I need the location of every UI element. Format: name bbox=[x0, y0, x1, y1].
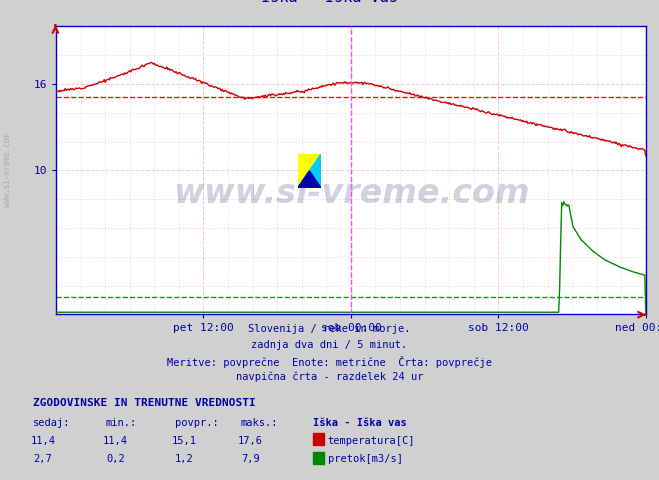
Text: ZGODOVINSKE IN TRENUTNE VREDNOSTI: ZGODOVINSKE IN TRENUTNE VREDNOSTI bbox=[33, 397, 256, 408]
Text: sedaj:: sedaj: bbox=[33, 418, 71, 428]
Text: pretok[m3/s]: pretok[m3/s] bbox=[328, 454, 403, 464]
Text: temperatura[C]: temperatura[C] bbox=[328, 436, 415, 446]
Text: min.:: min.: bbox=[105, 418, 136, 428]
Polygon shape bbox=[298, 154, 321, 188]
Text: zadnja dva dni / 5 minut.: zadnja dva dni / 5 minut. bbox=[251, 340, 408, 350]
Text: Iška - Iška vas: Iška - Iška vas bbox=[313, 418, 407, 428]
Polygon shape bbox=[298, 171, 321, 188]
Text: Slovenija / reke in morje.: Slovenija / reke in morje. bbox=[248, 324, 411, 334]
Text: Meritve: povprečne  Enote: metrične  Črta: povprečje: Meritve: povprečne Enote: metrične Črta:… bbox=[167, 356, 492, 368]
Text: 2,7: 2,7 bbox=[34, 454, 52, 464]
Text: navpična črta - razdelek 24 ur: navpična črta - razdelek 24 ur bbox=[236, 372, 423, 382]
Text: Iška - Iška vas: Iška - Iška vas bbox=[261, 0, 398, 5]
Text: 1,2: 1,2 bbox=[175, 454, 194, 464]
Text: 0,2: 0,2 bbox=[106, 454, 125, 464]
Text: www.si-vreme.com: www.si-vreme.com bbox=[3, 133, 13, 207]
Text: 11,4: 11,4 bbox=[30, 436, 55, 446]
Text: 15,1: 15,1 bbox=[172, 436, 197, 446]
Polygon shape bbox=[298, 154, 321, 188]
Text: www.si-vreme.com: www.si-vreme.com bbox=[173, 177, 529, 210]
Text: 11,4: 11,4 bbox=[103, 436, 128, 446]
Text: maks.:: maks.: bbox=[241, 418, 278, 428]
Text: 7,9: 7,9 bbox=[241, 454, 260, 464]
Text: povpr.:: povpr.: bbox=[175, 418, 218, 428]
Text: 17,6: 17,6 bbox=[238, 436, 263, 446]
